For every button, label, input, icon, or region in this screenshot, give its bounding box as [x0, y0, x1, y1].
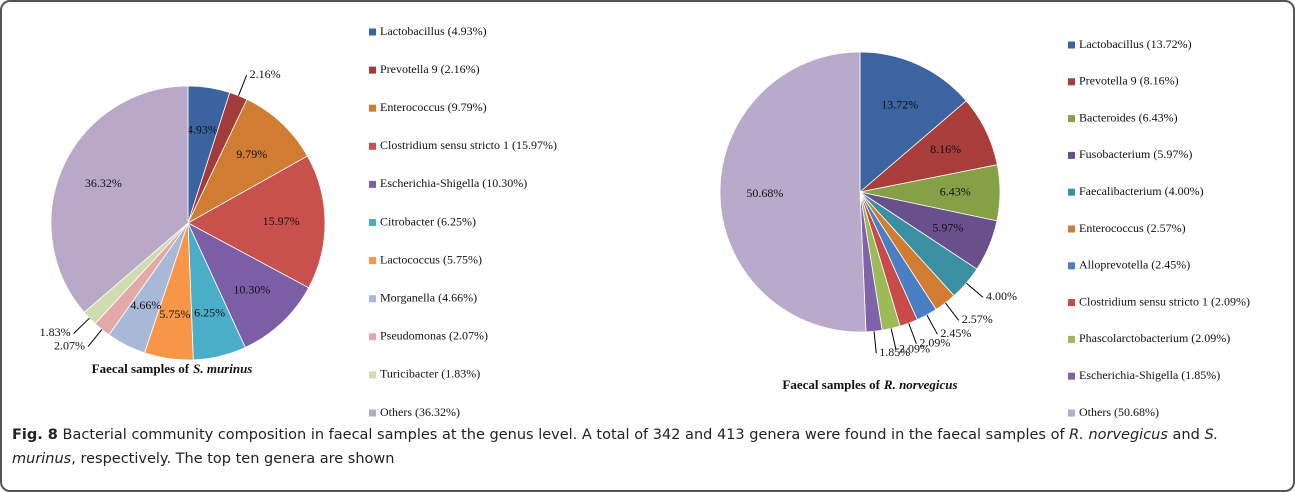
- value-label: 2.45%: [940, 326, 971, 340]
- legend-swatch: [1068, 115, 1075, 123]
- legend-swatch: [369, 295, 376, 303]
- legend-label: Enterococcus (9.79%): [380, 100, 487, 114]
- value-label: 10.30%: [233, 283, 270, 297]
- leader-line: [873, 331, 877, 354]
- chart-title: Faecal samples of S. murinus: [92, 361, 253, 376]
- value-label: 2.16%: [250, 67, 281, 81]
- value-label: 6.43%: [940, 184, 971, 198]
- legend-swatch: [369, 371, 376, 379]
- legend-label: Alloprevotella (2.45%): [1079, 258, 1190, 272]
- legend-label: Citrobacter (6.25%): [380, 214, 476, 228]
- legend-label: Others (36.32%): [380, 405, 460, 419]
- leader-line: [965, 282, 984, 298]
- legend-swatch: [1068, 335, 1075, 343]
- value-label: 1.83%: [40, 325, 71, 339]
- legend-swatch: [369, 257, 376, 265]
- chart-title: Faecal samples of R. norvegicus: [782, 377, 957, 392]
- legend-label: Escherichia-Shigella (1.85%): [1079, 368, 1220, 382]
- chart-title-text: Faecal samples of: [782, 377, 880, 392]
- leader-line: [944, 302, 960, 321]
- leader-line: [926, 314, 938, 335]
- legend-swatch: [369, 66, 376, 74]
- legend-swatch: [369, 409, 376, 417]
- legend-label: Others (50.68%): [1079, 405, 1159, 419]
- legend-label: Pseudomonas (2.07%): [380, 329, 488, 343]
- legend-label: Turicibacter (1.83%): [380, 367, 480, 381]
- slice: [859, 51, 967, 193]
- legend-label: Clostridium sensu stricto 1 (2.09%): [1079, 294, 1250, 308]
- legend-swatch: [369, 142, 376, 150]
- value-label: 2.57%: [962, 312, 993, 326]
- legend-label: Prevotella 9 (8.16%): [1079, 74, 1179, 88]
- legend-label: Morganella (4.66%): [380, 290, 477, 304]
- caption-text: and: [1167, 427, 1205, 443]
- chart-title-species: S. murinus: [193, 361, 252, 376]
- legend-swatch: [1068, 372, 1075, 380]
- slice: [50, 85, 189, 313]
- caption-species: R. norvegicus: [1069, 427, 1168, 443]
- legend-label: Phascolarctobacterium (2.09%): [1079, 331, 1230, 345]
- legend-label: Lactobacillus (13.72%): [1079, 37, 1192, 51]
- legend-swatch: [1068, 225, 1075, 233]
- value-label: 50.68%: [746, 186, 783, 200]
- legend-swatch: [369, 104, 376, 112]
- value-label: 4.93%: [187, 123, 218, 137]
- legend-label: Enterococcus (2.57%): [1079, 221, 1186, 235]
- legend-swatch: [369, 219, 376, 226]
- value-label: 2.09%: [899, 342, 930, 356]
- charts: 4.93% 2.16% 9.79% 15.97% 10.30% 6.25% 5.75%4.6…: [40, 24, 1250, 419]
- legend-label: Escherichia-Shigella (10.30%): [380, 176, 527, 190]
- value-label: 9.79%: [236, 147, 267, 161]
- value-label: 5.75%: [159, 307, 190, 321]
- legend-swatch: [1068, 41, 1075, 49]
- chart-title-species: R. norvegicus: [883, 377, 958, 392]
- value-label: 13.72%: [881, 97, 918, 111]
- legend-label: Lactococcus (5.75%): [380, 252, 482, 266]
- slice: [187, 222, 310, 348]
- slice: [187, 155, 326, 289]
- value-label: 36.32%: [85, 176, 122, 190]
- legend-swatch: [1068, 262, 1075, 270]
- caption-species: S. murinus: [12, 427, 1219, 467]
- caption-label: Fig. 8: [12, 427, 58, 443]
- value-label: 2.07%: [54, 338, 85, 352]
- value-label: 6.25%: [194, 305, 225, 319]
- legend-label: Fusobacterium (5.97%): [1079, 147, 1192, 161]
- chart-title-text: Faecal samples of: [92, 361, 190, 376]
- slice: [187, 98, 309, 224]
- legend-swatch: [369, 180, 376, 188]
- legend-swatch: [369, 333, 376, 341]
- value-label: 8.16%: [930, 142, 961, 156]
- legend-swatch: [1068, 78, 1075, 86]
- leader-line: [73, 317, 90, 334]
- value-label: 5.97%: [932, 220, 963, 234]
- caption-text: , respectively. The top ten genera are s…: [71, 451, 395, 467]
- leader-line: [238, 75, 248, 96]
- value-label: 4.00%: [986, 289, 1017, 303]
- value-label: 4.66%: [130, 298, 161, 312]
- legend-label: Prevotella 9 (2.16%): [380, 62, 480, 76]
- slice: [719, 51, 867, 333]
- legend-swatch: [1068, 409, 1075, 417]
- value-label: 1.85%: [879, 345, 910, 359]
- legend-swatch: [1068, 188, 1075, 196]
- legend-swatch: [1068, 299, 1075, 307]
- legend-label: Bacteroides (6.43%): [1079, 110, 1178, 124]
- legend-swatch: [1068, 151, 1075, 159]
- legend-swatch: [369, 28, 376, 36]
- legend-label: Lactobacillus (4.93%): [380, 24, 487, 38]
- legend-label: Faecalibacterium (4.00%): [1079, 184, 1204, 198]
- caption: Fig. 8 Bacterial community composition i…: [12, 423, 1282, 471]
- legend-label: Clostridium sensu stricto 1 (15.97%): [380, 138, 557, 152]
- caption-text: Bacterial community composition in faeca…: [57, 427, 1070, 443]
- leader-line: [87, 329, 103, 347]
- leader-line: [908, 323, 917, 345]
- leader-line: [890, 328, 897, 351]
- value-label: 15.97%: [263, 214, 300, 228]
- value-label: 2.09%: [919, 336, 950, 350]
